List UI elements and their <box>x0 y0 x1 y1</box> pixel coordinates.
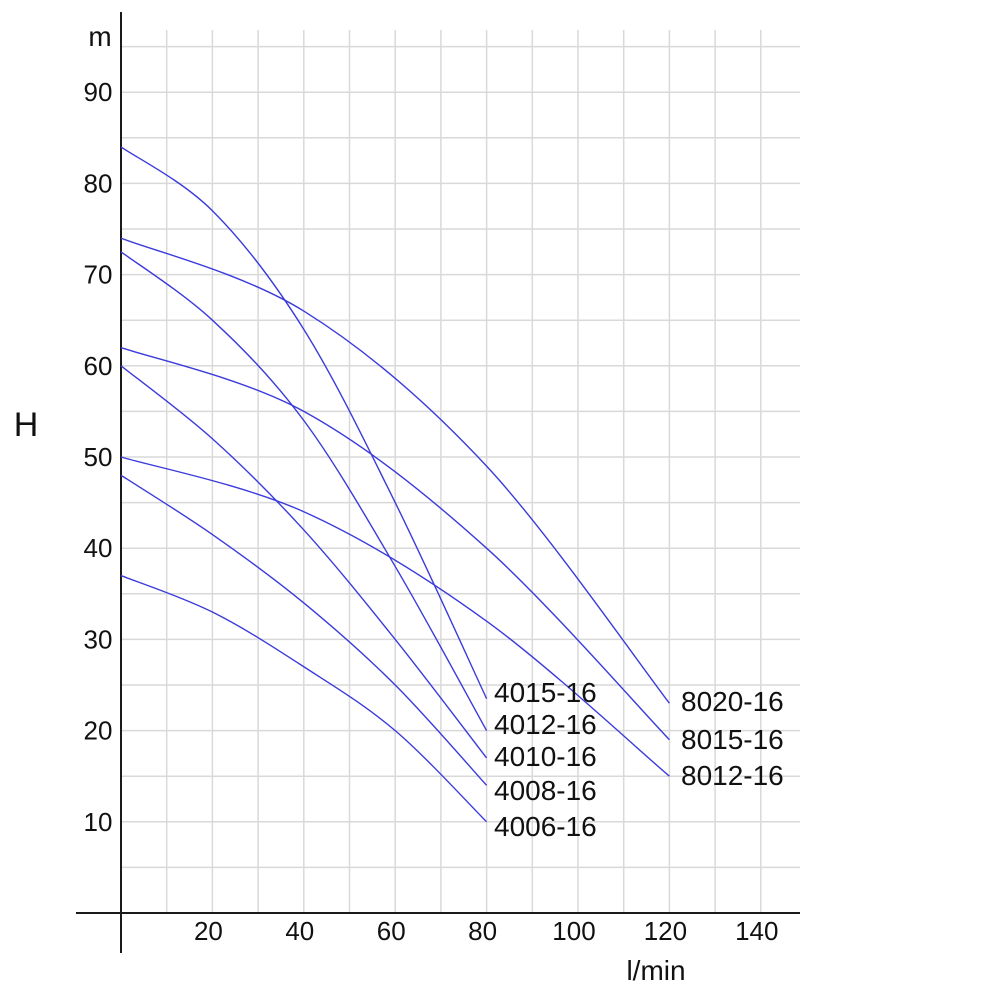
curve-label-4008-16: 4008-16 <box>494 775 597 806</box>
curve-8015-16 <box>120 346 670 741</box>
x-tick-label: 120 <box>644 916 687 946</box>
curve-label-8012-16: 8012-16 <box>681 760 784 791</box>
x-tick-label: 60 <box>377 916 406 946</box>
y-tick-label: 30 <box>84 624 113 654</box>
y-tick-label: 80 <box>84 168 113 198</box>
y-tick-label: 90 <box>84 77 113 107</box>
x-tick-label: 140 <box>735 916 778 946</box>
curve-8012-16 <box>120 456 670 777</box>
curve-label-8015-16: 8015-16 <box>681 724 784 755</box>
y-tick-label: 50 <box>84 442 113 472</box>
axes <box>76 12 800 953</box>
curve-label-8020-16: 8020-16 <box>681 686 784 717</box>
y-tick-label: 10 <box>84 807 113 837</box>
y-axis-title: H <box>14 406 39 444</box>
curve-4006-16 <box>120 574 488 823</box>
y-tick-label: 70 <box>84 260 113 290</box>
curve-label-4006-16: 4006-16 <box>494 811 597 842</box>
x-axis-title: l/min <box>626 955 685 986</box>
tick-labels: 10 20 30 40 50 60 70 80 90 20 40 60 80 100 120 140 <box>84 77 779 946</box>
curve-label-4010-16: 4010-16 <box>494 741 597 772</box>
y-tick-label: 60 <box>84 351 113 381</box>
y-tick-label: 40 <box>84 533 113 563</box>
x-tick-label: 20 <box>194 916 223 946</box>
curve-4010-16 <box>120 365 488 759</box>
curve-4015-16 <box>120 146 488 699</box>
curve-label-4015-16: 4015-16 <box>494 677 597 708</box>
x-tick-label: 40 <box>285 916 314 946</box>
x-tick-label: 100 <box>552 916 595 946</box>
curve-4008-16 <box>120 474 488 786</box>
grid <box>121 30 800 913</box>
curves <box>120 146 670 823</box>
curve-4012-16 <box>120 251 488 731</box>
y-unit-label: m <box>88 21 111 52</box>
curve-label-4012-16: 4012-16 <box>494 709 597 740</box>
y-tick-label: 20 <box>84 716 113 746</box>
curve-8020-16 <box>120 237 670 704</box>
x-tick-label: 80 <box>468 916 497 946</box>
